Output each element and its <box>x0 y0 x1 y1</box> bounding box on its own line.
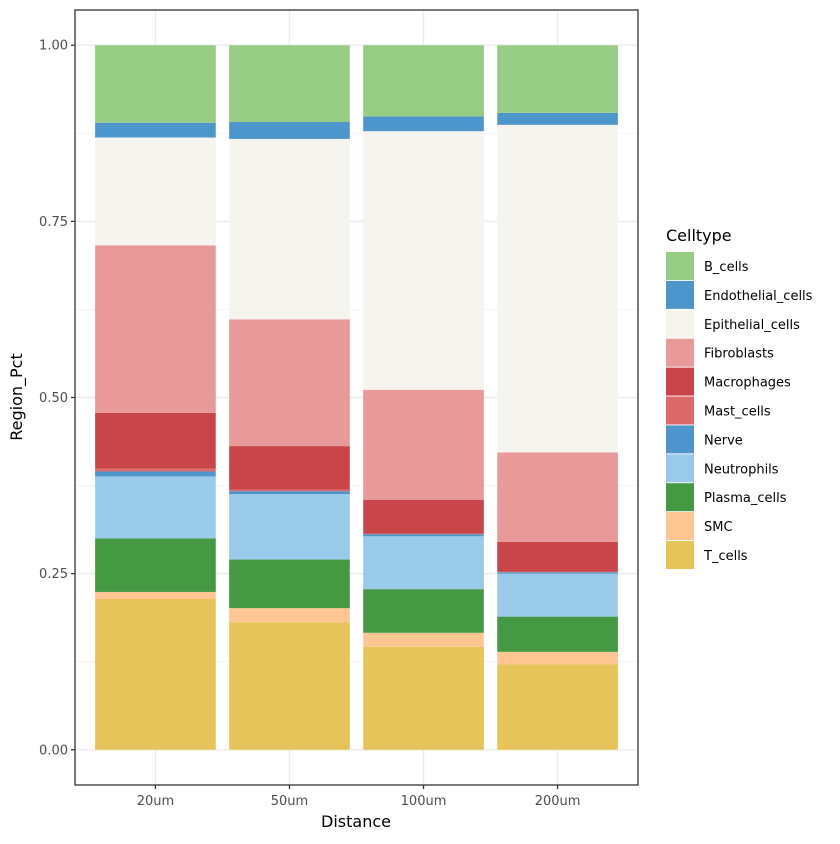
x-tick-label: 50um <box>271 794 308 809</box>
bar-segment-epithelial-cells-20um <box>95 137 216 246</box>
bar-segment-neutrophils-20um <box>95 476 216 539</box>
legend-label-fibroblasts: Fibroblasts <box>704 347 774 362</box>
bar-segment-endothelial-cells-20um <box>95 122 216 138</box>
legend-label-nerve: Nerve <box>704 433 743 448</box>
bar-segment-fibroblasts-200um <box>497 452 618 542</box>
bar-segment-endothelial-cells-50um <box>229 122 350 139</box>
x-axis: 20um 50um 100um 200um <box>137 785 581 809</box>
legend: Celltype B_cells Endothelial_cells Epithel… <box>666 226 813 569</box>
bar-segment-fibroblasts-50um <box>229 319 350 447</box>
bar-segment-mast-cells-20um <box>95 468 216 472</box>
bar-segment-mast-cells-50um <box>229 489 350 492</box>
bar-segment-macrophages-100um <box>363 499 484 534</box>
bar-segment-endothelial-cells-100um <box>363 116 484 132</box>
bar-segment-b-cells-20um <box>95 45 216 123</box>
bar-segment-smc-100um <box>363 632 484 647</box>
x-tick-label: 100um <box>401 794 447 809</box>
legend-key-macrophages <box>666 367 694 396</box>
bar-segment-plasma-cells-50um <box>229 559 350 609</box>
bar-segment-neutrophils-100um <box>363 536 484 590</box>
bar-segment-b-cells-200um <box>497 45 618 113</box>
legend-key-smc <box>666 512 694 541</box>
bar-segment-nerve-200um <box>497 572 618 574</box>
bar-segment-smc-20um <box>95 591 216 599</box>
legend-label-macrophages: Macrophages <box>704 376 791 391</box>
bar-segment-mast-cells-100um <box>363 533 484 535</box>
bar-segment-neutrophils-200um <box>497 573 618 617</box>
x-tick-label: 20um <box>137 794 174 809</box>
bar-segment-plasma-cells-20um <box>95 538 216 592</box>
bar-segment-b-cells-100um <box>363 45 484 117</box>
bar-segment-b-cells-50um <box>229 45 350 123</box>
bar-segment-t-cells-20um <box>95 599 216 750</box>
y-tick-label: 0.25 <box>39 567 68 582</box>
legend-key-nerve <box>666 425 694 454</box>
bar-segment-epithelial-cells-100um <box>363 131 484 390</box>
legend-label-t-cells: T_cells <box>703 549 748 564</box>
legend-label-neutrophils: Neutrophils <box>704 462 779 477</box>
y-axis: 0.00 0.25 0.50 0.75 1.00 <box>39 39 75 758</box>
bar-segment-macrophages-50um <box>229 446 350 490</box>
bar-segment-nerve-20um <box>95 471 216 477</box>
legend-key-plasma-cells <box>666 483 694 512</box>
bar-segment-fibroblasts-100um <box>363 389 484 500</box>
legend-key-neutrophils <box>666 454 694 483</box>
legend-key-fibroblasts <box>666 338 694 367</box>
bar-segment-t-cells-200um <box>497 664 618 750</box>
legend-key-endothelial-cells <box>666 280 694 309</box>
bar-segment-t-cells-50um <box>229 622 350 750</box>
x-tick-label: 200um <box>535 794 581 809</box>
bar-segment-epithelial-cells-50um <box>229 138 350 320</box>
legend-label-epithelial-cells: Epithelial_cells <box>704 318 800 333</box>
y-tick-label: 0.75 <box>39 215 68 230</box>
bar-segment-macrophages-20um <box>95 413 216 469</box>
legend-key-b-cells <box>666 252 694 280</box>
y-tick-label: 0.50 <box>39 391 68 406</box>
legend-key-mast-cells <box>666 396 694 425</box>
bar-segment-epithelial-cells-200um <box>497 124 618 453</box>
bar-segment-plasma-cells-100um <box>363 589 484 633</box>
legend-key-epithelial-cells <box>666 309 694 338</box>
bar-segment-mast-cells-200um <box>497 571 618 573</box>
legend-label-b-cells: B_cells <box>704 260 749 275</box>
bar-segment-nerve-50um <box>229 491 350 495</box>
y-axis-title: Region_Pct <box>7 353 27 441</box>
legend-title: Celltype <box>666 226 732 245</box>
bars <box>95 45 618 750</box>
bar-segment-nerve-100um <box>363 534 484 537</box>
legend-label-mast-cells: Mast_cells <box>704 405 771 420</box>
x-axis-title: Distance <box>321 812 391 831</box>
legend-label-smc: SMC <box>704 520 733 535</box>
y-tick-label: 1.00 <box>39 39 68 54</box>
y-tick-label: 0.00 <box>39 743 68 758</box>
bar-segment-t-cells-100um <box>363 646 484 750</box>
bar-segment-fibroblasts-20um <box>95 245 216 413</box>
bar-segment-macrophages-200um <box>497 541 618 572</box>
bar-segment-endothelial-cells-200um <box>497 112 618 125</box>
legend-key-t-cells <box>666 541 694 569</box>
legend-label-plasma-cells: Plasma_cells <box>704 491 787 506</box>
bar-segment-plasma-cells-200um <box>497 616 618 652</box>
legend-label-endothelial-cells: Endothelial_cells <box>704 289 813 304</box>
bar-segment-smc-200um <box>497 651 618 665</box>
bar-segment-smc-50um <box>229 608 350 623</box>
bar-segment-neutrophils-50um <box>229 494 350 560</box>
